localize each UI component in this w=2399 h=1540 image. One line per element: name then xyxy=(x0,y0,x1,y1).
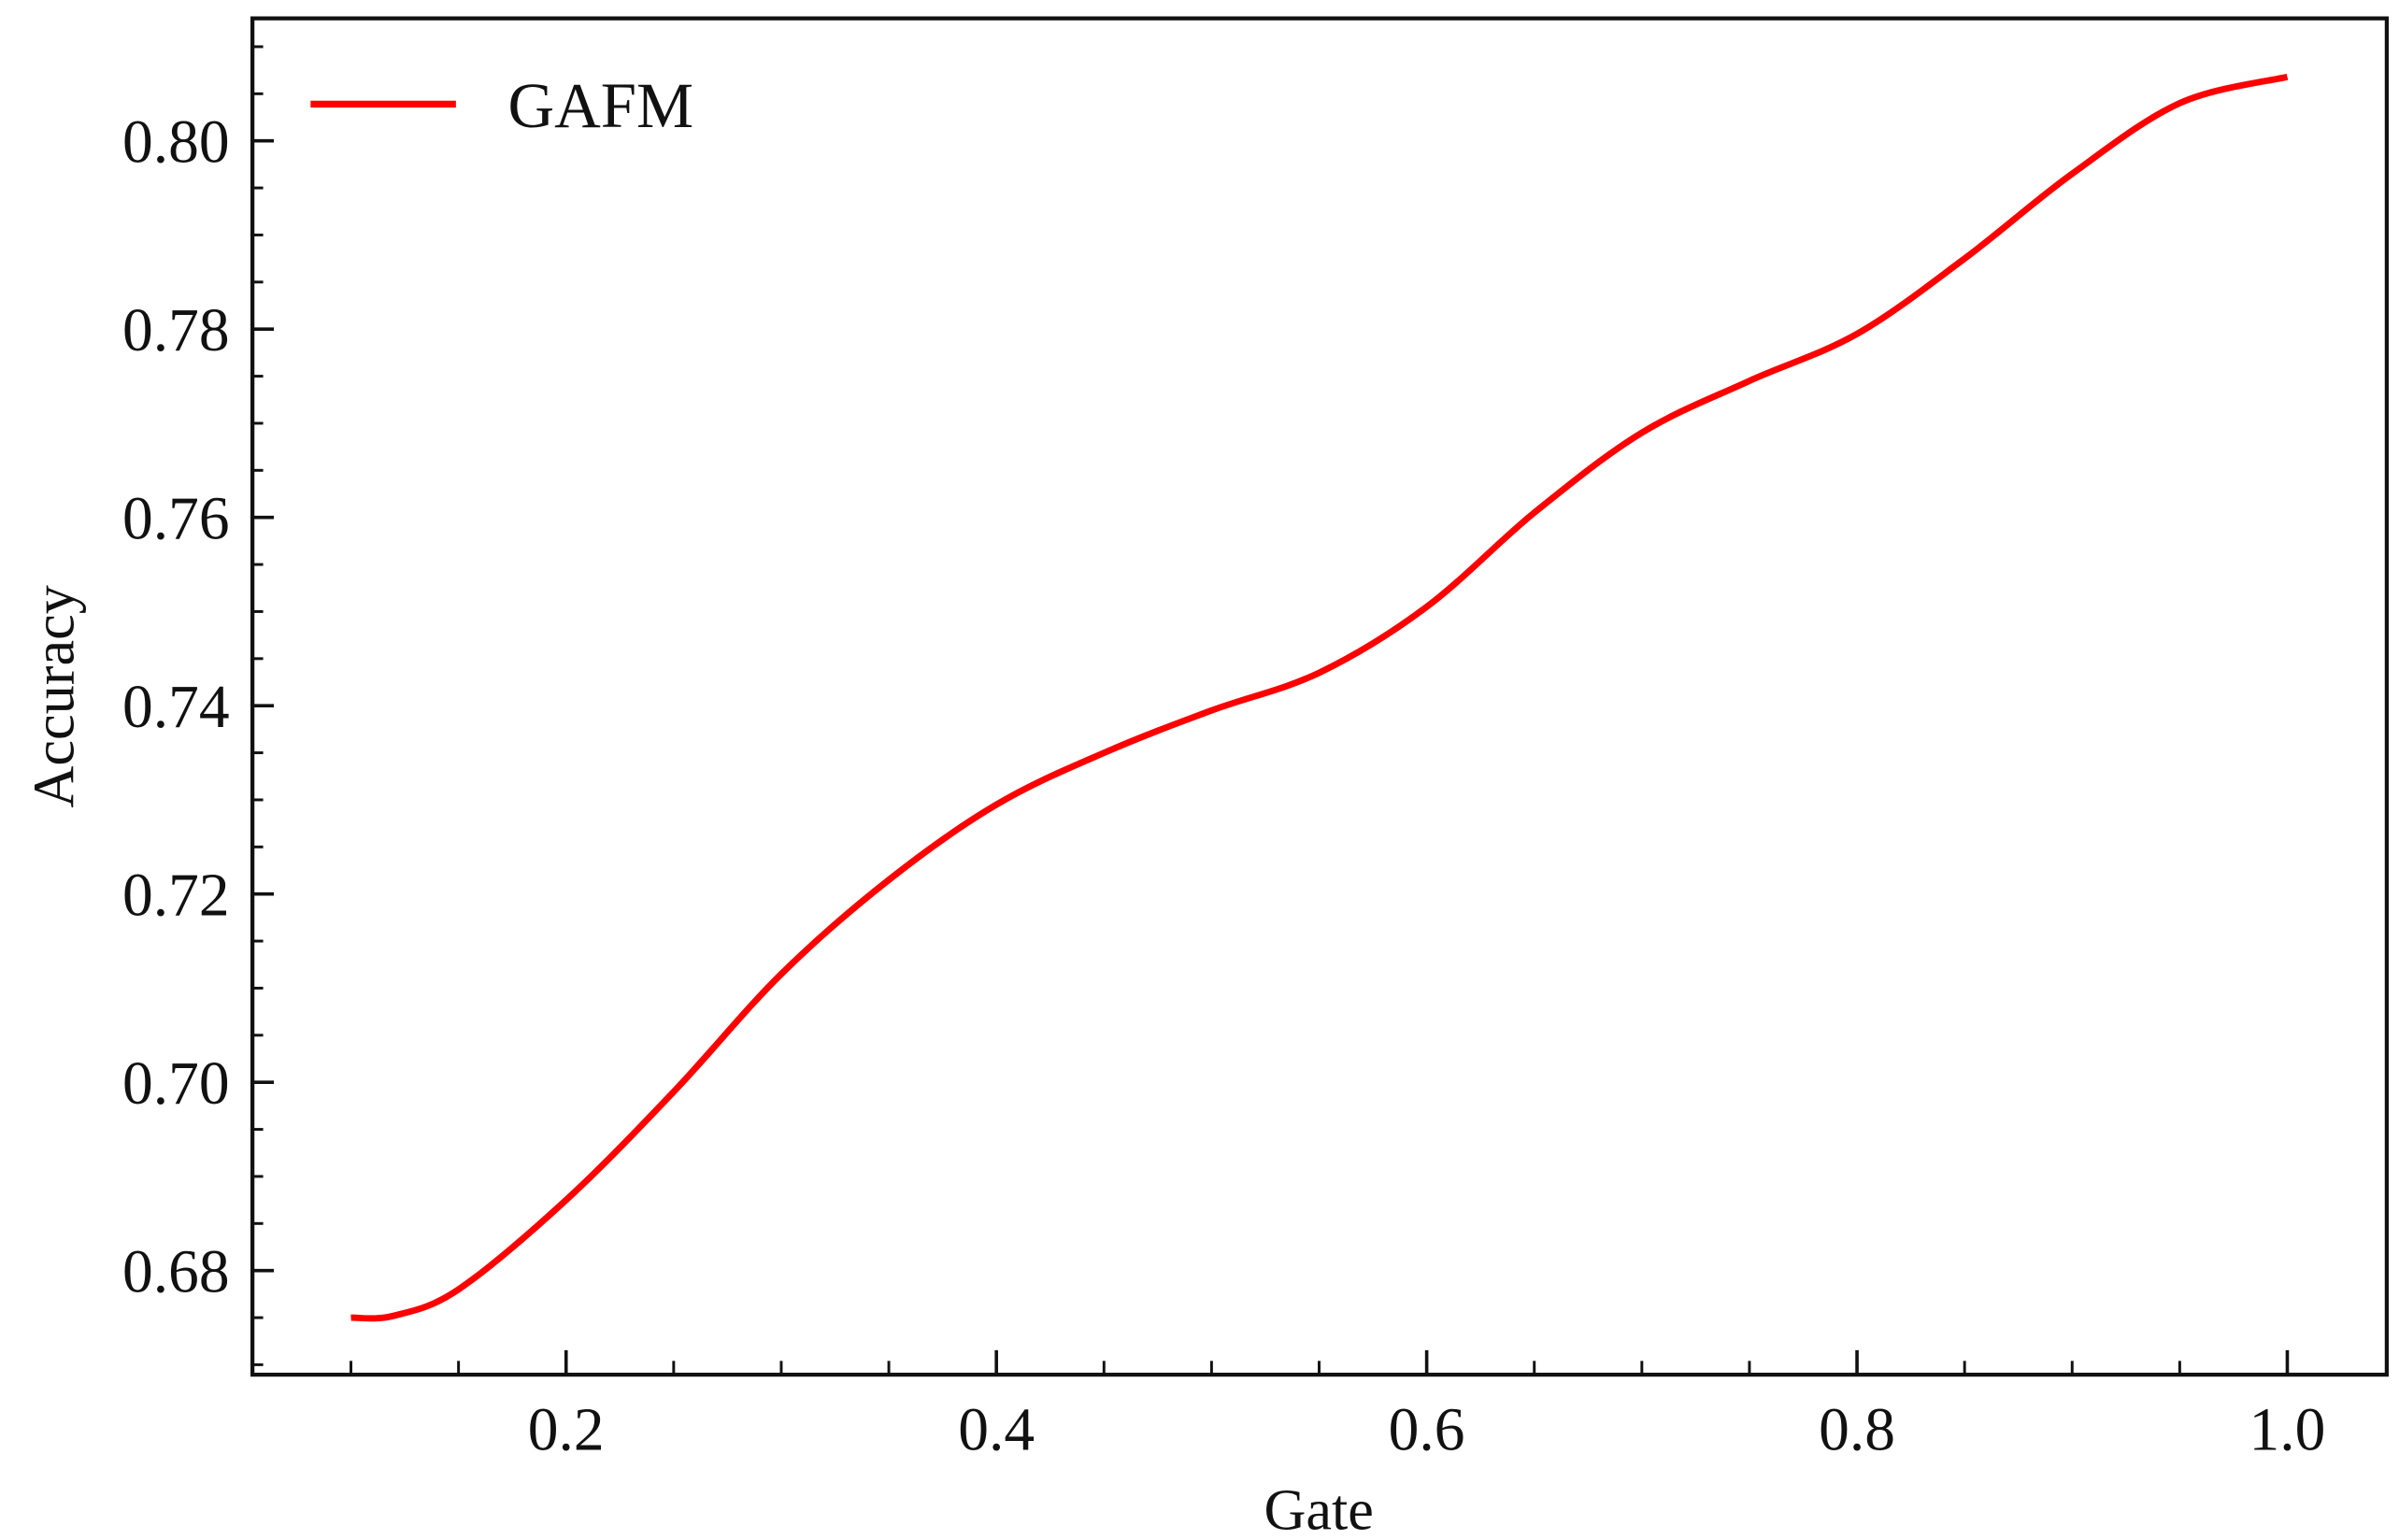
x-tick-label: 0.4 xyxy=(958,1396,1035,1463)
legend: GAFM xyxy=(310,70,693,141)
y-tick-label: 0.74 xyxy=(122,674,230,741)
y-tick-label: 0.76 xyxy=(122,486,230,553)
series-line-gafm xyxy=(350,73,2289,1322)
plot-frame xyxy=(250,16,2390,1377)
x-tick-label: 1.0 xyxy=(2249,1396,2326,1463)
y-tick-label: 0.70 xyxy=(122,1050,230,1118)
major-ticks xyxy=(252,138,2290,1376)
y-tick-label: 0.68 xyxy=(122,1239,230,1306)
x-tick-label: 0.2 xyxy=(528,1396,605,1463)
y-axis-label: Accuracy xyxy=(23,585,87,807)
legend-label: GAFM xyxy=(508,70,694,141)
x-tick-label: 0.6 xyxy=(1389,1396,1465,1463)
x-tick-label: 0.8 xyxy=(1819,1396,1895,1463)
x-axis-label: Gate xyxy=(1264,1479,1373,1540)
y-tick-labels: 0.68 0.70 0.72 0.74 0.76 0.78 0.80 xyxy=(122,109,230,1306)
x-tick-labels: 0.2 0.4 0.6 0.8 1.0 xyxy=(528,1396,2326,1463)
y-tick-label: 0.80 xyxy=(122,109,230,177)
y-tick-label: 0.78 xyxy=(122,297,230,364)
y-tick-label: 0.72 xyxy=(122,863,230,930)
